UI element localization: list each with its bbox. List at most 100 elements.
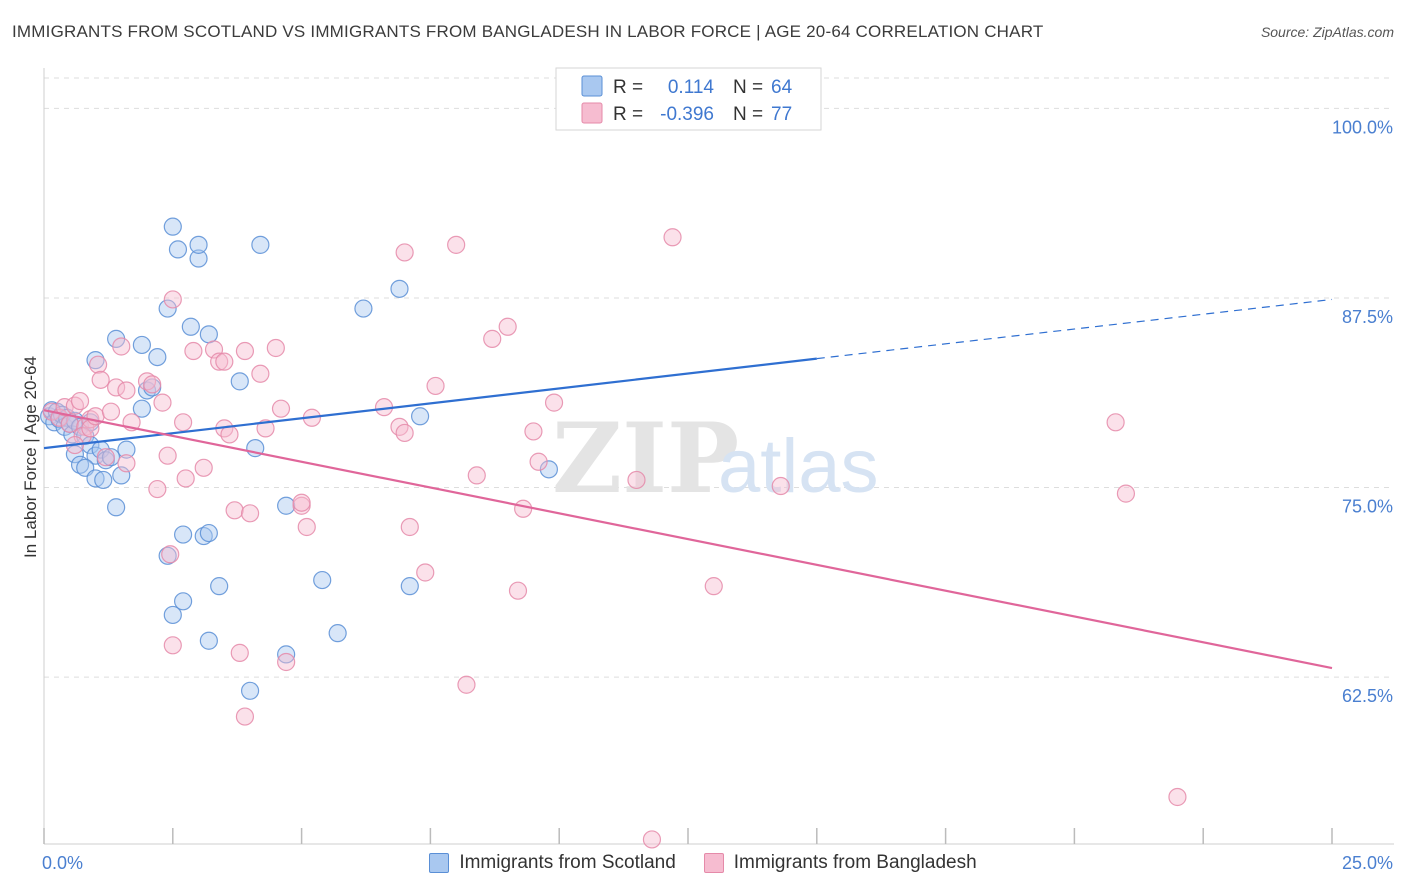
point-scotland: [163, 605, 182, 625]
legend-n-label-bangladesh: N =: [733, 104, 763, 125]
point-bangladesh: [514, 499, 533, 518]
legend-swatch-bangladesh-bottom: [703, 853, 724, 873]
point-bangladesh: [1116, 484, 1136, 503]
point-scotland: [313, 570, 332, 590]
point-scotland: [240, 681, 260, 700]
point-scotland: [117, 440, 136, 459]
x-tick-label: 0.0%: [42, 853, 83, 873]
point-bangladesh: [395, 243, 414, 262]
point-bangladesh: [174, 413, 193, 432]
point-bangladesh: [1106, 413, 1125, 432]
trend-line-bangladesh: [43, 409, 1333, 670]
point-scotland: [174, 525, 193, 544]
point-bangladesh: [483, 329, 502, 348]
point-bangladesh: [148, 479, 167, 499]
point-bangladesh: [163, 636, 182, 655]
point-bangladesh: [529, 452, 548, 471]
point-scotland: [158, 299, 177, 318]
legend-label-scotland: Immigrants from Scotland: [459, 852, 676, 873]
point-scotland: [86, 469, 105, 488]
point-bangladesh: [447, 235, 466, 254]
point-bangladesh: [416, 563, 435, 582]
point-scotland: [199, 631, 218, 650]
point-bangladesh: [230, 643, 249, 662]
point-bangladesh: [88, 355, 108, 374]
point-bangladesh: [194, 458, 213, 477]
point-bangladesh: [508, 581, 528, 600]
point-bangladesh: [457, 675, 476, 694]
point-bangladesh: [184, 341, 203, 361]
point-scotland: [101, 448, 121, 467]
point-bangladesh: [117, 381, 136, 400]
point-scotland: [168, 240, 188, 259]
y-tick-label: 75.0%: [1342, 497, 1393, 517]
point-scotland: [354, 299, 373, 318]
point-bangladesh: [235, 707, 255, 726]
point-scotland: [277, 496, 296, 515]
point-scotland: [277, 645, 296, 664]
point-scotland: [251, 235, 270, 254]
point-bangladesh: [70, 391, 90, 411]
point-bangladesh: [143, 375, 162, 394]
point-scotland: [230, 372, 249, 391]
point-bangladesh: [400, 517, 419, 537]
point-bangladesh: [163, 290, 182, 309]
point-scotland: [539, 460, 558, 479]
point-scotland: [70, 455, 90, 474]
axes: [43, 68, 1394, 845]
legend-r-value-scotland: 0.114: [668, 77, 715, 98]
series-legend: Immigrants from Scotland Immigrants from…: [0, 852, 1406, 874]
point-bangladesh: [137, 372, 157, 391]
point-scotland: [148, 347, 167, 367]
point-scotland: [94, 470, 113, 490]
legend-item-bangladesh: Immigrants from Bangladesh: [703, 852, 977, 874]
point-bangladesh: [96, 448, 115, 467]
point-bangladesh: [235, 341, 255, 361]
point-bangladesh: [292, 493, 311, 512]
point-scotland: [181, 317, 200, 336]
point-scotland: [174, 592, 193, 611]
point-bangladesh: [663, 228, 682, 247]
point-bangladesh: [107, 378, 126, 397]
point-bangladesh: [266, 338, 285, 358]
legend-r-label-bangladesh: R =: [613, 104, 643, 125]
trend-lines: [43, 298, 1333, 670]
point-bangladesh: [215, 352, 234, 371]
correlation-legend: R = 0.114 N = 64 R = -0.396 N = 77: [555, 67, 822, 131]
legend-swatch-scotland-bottom: [429, 853, 450, 873]
point-bangladesh: [60, 414, 79, 433]
point-scotland: [410, 407, 430, 426]
x-tick-label: 25.0%: [1342, 853, 1393, 873]
point-bangladesh: [225, 501, 244, 520]
point-bangladesh: [1168, 787, 1187, 807]
point-bangladesh: [210, 352, 229, 371]
watermark: ZIP atlas: [552, 402, 879, 515]
legend-n-value-bangladesh: 77: [771, 104, 792, 125]
y-tick-label: 62.5%: [1342, 686, 1393, 706]
point-bangladesh: [395, 423, 414, 443]
point-bangladesh: [153, 393, 172, 412]
point-bangladesh: [426, 376, 445, 396]
point-bangladesh: [627, 470, 646, 490]
legend-label-bangladesh: Immigrants from Bangladesh: [733, 852, 977, 873]
point-scotland: [199, 325, 218, 344]
point-bangladesh: [704, 577, 723, 596]
point-scotland: [189, 235, 208, 254]
source-label: Source: ZipAtlas.com: [1260, 24, 1394, 40]
chart-title: IMMIGRANTS FROM SCOTLAND VS IMMIGRANTS F…: [12, 22, 1044, 41]
watermark-atlas: atlas: [718, 424, 879, 509]
y-tick-label: 100.0%: [1332, 117, 1393, 137]
legend-n-value-scotland: 64: [771, 77, 793, 98]
point-bangladesh: [220, 425, 239, 444]
point-bangladesh: [158, 446, 177, 465]
trend-line-scotland: [43, 357, 817, 450]
point-bangladesh: [642, 830, 662, 849]
point-scotland: [328, 624, 347, 643]
point-scotland: [163, 217, 182, 236]
point-scotland: [65, 445, 85, 464]
point-scotland: [107, 498, 126, 517]
point-scotland: [199, 523, 218, 543]
point-bangladesh: [297, 517, 316, 537]
legend-swatch-bangladesh: [581, 102, 603, 124]
point-bangladesh: [91, 370, 110, 389]
